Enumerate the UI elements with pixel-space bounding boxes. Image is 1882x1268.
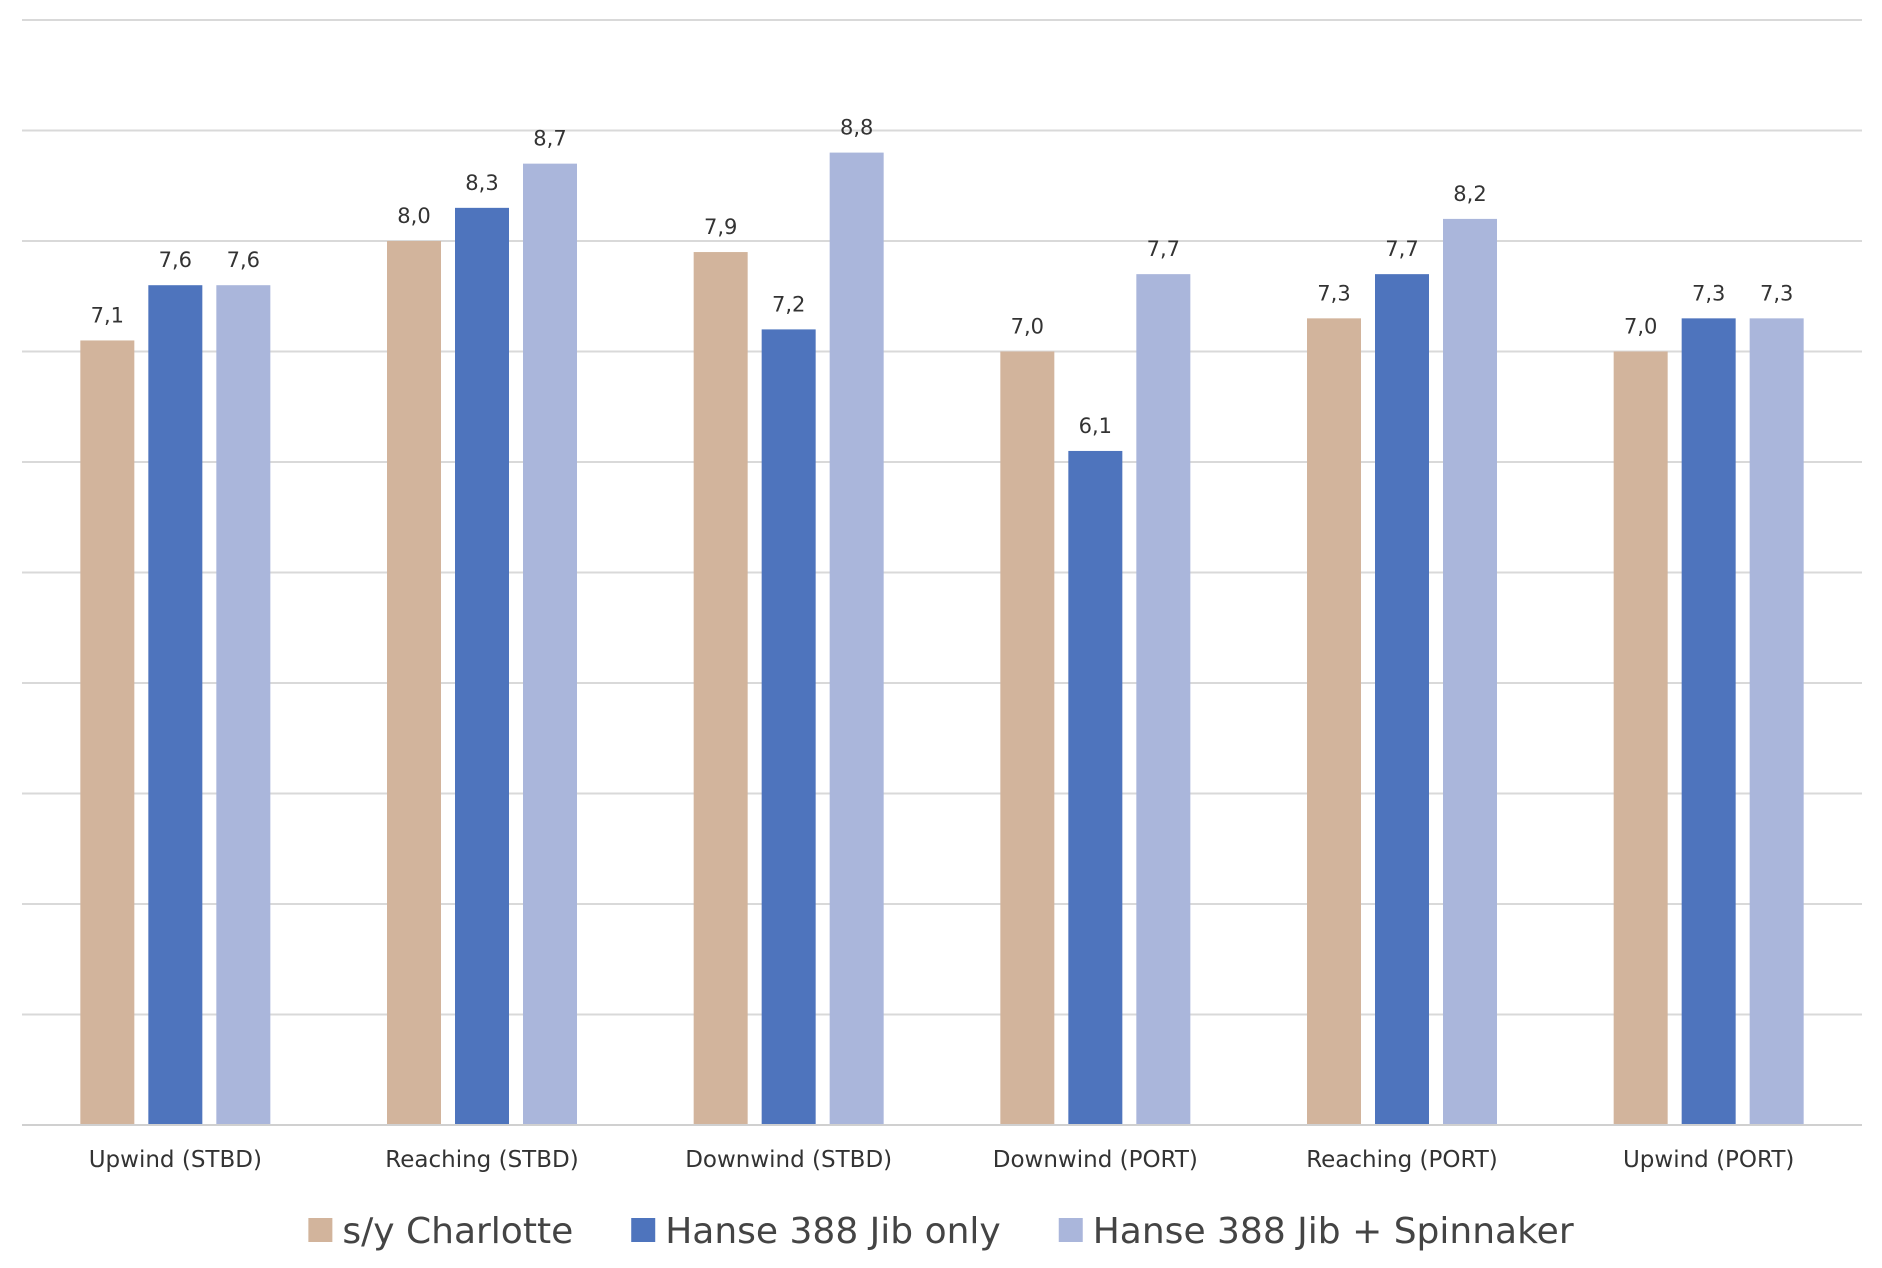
x-tick-label: Upwind (PORT) <box>1623 1147 1794 1173</box>
bar-hanse-388-jib-only-downwind-port <box>1068 450 1123 1125</box>
bar-hanse-388-jib-spinnaker-downwind-port <box>1136 274 1191 1125</box>
data-label: 7,3 <box>1692 281 1725 305</box>
data-label: 8,3 <box>465 171 498 195</box>
legend: s/y Charlotte Hanse 388 Jib only Hanse 388… <box>308 1211 1574 1252</box>
bar-s-y-charlotte-upwind-stbd <box>80 340 135 1125</box>
bar-s-y-charlotte-upwind-port <box>1613 351 1668 1125</box>
data-label: 8,8 <box>840 116 873 140</box>
bar-s-y-charlotte-reaching-stbd <box>387 241 441 1125</box>
bar-s-y-charlotte-downwind-stbd <box>693 252 748 1126</box>
data-label: 7,1 <box>91 303 124 327</box>
bar-hanse-388-jib-only-upwind-port <box>1681 318 1736 1126</box>
x-tick-label: Upwind (STBD) <box>89 1147 262 1173</box>
bar-hanse-388-jib-spinnaker-upwind-stbd <box>216 285 271 1125</box>
bar-hanse-388-jib-only-upwind-stbd <box>148 285 203 1125</box>
data-label: 7,7 <box>1385 237 1418 261</box>
data-label: 7,0 <box>1011 315 1044 339</box>
bar-hanse-388-jib-spinnaker-upwind-port <box>1749 318 1804 1126</box>
bar-hanse-388-jib-only-reaching-stbd <box>455 207 509 1126</box>
legend-label: Hanse 388 Jib only <box>665 1211 1001 1252</box>
data-label: 7,3 <box>1760 281 1793 305</box>
x-tick-label: Reaching (STBD) <box>385 1147 578 1173</box>
x-tick-label: Reaching (PORT) <box>1306 1147 1498 1173</box>
legend-item-s-y-charlotte: s/y Charlotte <box>308 1211 573 1252</box>
bar-hanse-388-jib-spinnaker-reaching-port <box>1443 218 1497 1125</box>
data-label: 7,0 <box>1624 315 1657 339</box>
legend-swatch <box>631 1218 656 1242</box>
bar-s-y-charlotte-downwind-port <box>1000 351 1055 1125</box>
legend-item-hanse-388-jib-spinnaker: Hanse 388 Jib + Spinnaker <box>1058 1211 1574 1252</box>
data-label: 7,7 <box>1147 237 1180 261</box>
x-tick-label: Downwind (PORT) <box>993 1147 1198 1173</box>
data-label: 7,6 <box>227 248 260 272</box>
data-label: 6,1 <box>1079 414 1112 438</box>
bars <box>80 152 1804 1126</box>
data-label: 8,2 <box>1453 182 1486 206</box>
legend-label: s/y Charlotte <box>342 1211 573 1252</box>
bar-s-y-charlotte-reaching-port <box>1307 318 1361 1126</box>
data-label: 8,0 <box>397 204 430 228</box>
data-label: 7,2 <box>772 292 805 316</box>
x-axis: Upwind (STBD) Reaching (STBD) Downwind (ST… <box>22 1124 1862 1173</box>
bar-hanse-388-jib-only-downwind-stbd <box>761 329 816 1125</box>
data-label: 8,7 <box>533 127 566 151</box>
x-tick-label: Downwind (STBD) <box>685 1147 892 1173</box>
bar-hanse-388-jib-only-reaching-port <box>1375 274 1429 1125</box>
legend-swatch <box>1058 1218 1083 1242</box>
data-labels: 7,1 7,6 7,6 8,0 8,3 8,7 7,9 7,2 8,8 7,0 6,1 7,7 7,3 7… <box>91 116 1794 438</box>
legend-item-hanse-388-jib-only: Hanse 388 Jib only <box>631 1211 1001 1252</box>
bar-hanse-388-jib-spinnaker-reaching-stbd <box>523 163 577 1125</box>
legend-swatch <box>308 1218 333 1242</box>
gridlines <box>22 19 1862 1016</box>
data-label: 7,6 <box>159 248 192 272</box>
data-label: 7,3 <box>1317 281 1350 305</box>
data-label: 7,9 <box>704 215 737 239</box>
legend-label: Hanse 388 Jib + Spinnaker <box>1093 1211 1574 1252</box>
bar-hanse-388-jib-spinnaker-downwind-stbd <box>829 152 884 1126</box>
